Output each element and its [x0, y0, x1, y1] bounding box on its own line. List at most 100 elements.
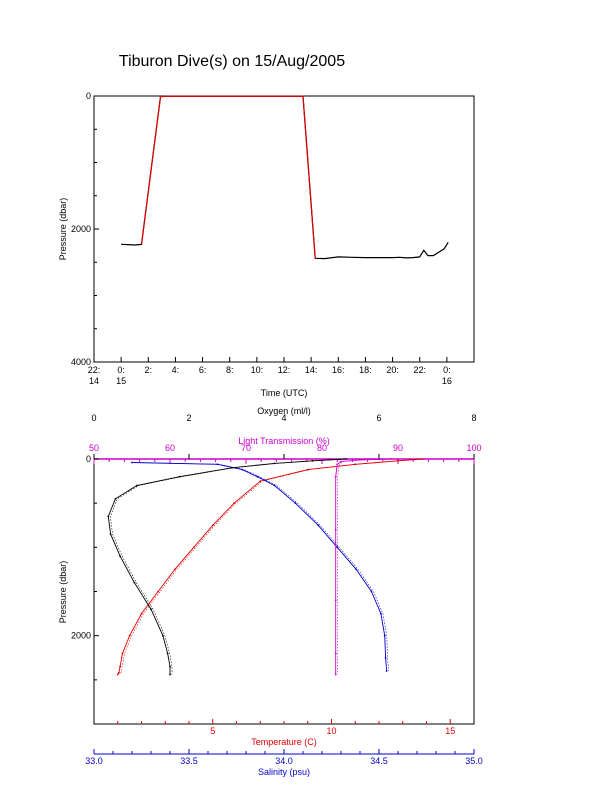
- temperature-profile-point: [420, 458, 423, 460]
- temperature-profile-point: [173, 568, 176, 571]
- oxygen-profile-point: [178, 475, 181, 478]
- temperature-profile-point: [259, 480, 262, 482]
- transmission-profile-line-upcast: [337, 458, 393, 675]
- profile-plot-frame: [93, 458, 475, 725]
- oxygen-profile-point: [135, 484, 138, 487]
- salinity-profile-point: [370, 590, 373, 593]
- profile-series-group: [107, 458, 424, 676]
- temperature-profile-point: [192, 546, 195, 549]
- temperature-profile-point: [157, 590, 160, 593]
- salinity-tick-label: 33.5: [180, 756, 198, 766]
- dive-series-line-1: [140, 95, 316, 259]
- temperature-profile-point: [354, 463, 357, 466]
- salinity-profile-line: [131, 462, 388, 672]
- profile-chart: 0 2 4 6 8 50 60 70 80 90 100 5 10 15 33.0 33.5 34.0 34.5 3…: [58, 406, 483, 777]
- profile-y-axis: 0 2000: [71, 454, 99, 681]
- transmission-tick-label: 80: [317, 443, 327, 453]
- oxygen-profile-point: [150, 608, 152, 611]
- temperature-profile-point: [233, 502, 236, 505]
- transmission-axis-label: Light Transmission (%): [238, 436, 330, 446]
- salinity-axis-label: Salinity (psu): [258, 767, 310, 777]
- profile-axes: 0 2 4 6 8 50 60 70 80 90 100 5 10 15 33.0 33.5 34.0 34.5 3…: [85, 413, 483, 766]
- temperature-tick-label: 5: [210, 726, 215, 736]
- dive-x-tick-label: 6:: [199, 365, 207, 375]
- transmission-profile-point: [389, 458, 392, 460]
- dive-y-axis: 0 2000 4000: [71, 91, 99, 367]
- dive-x-tick-label: 22:: [88, 365, 101, 375]
- temperature-profile-point: [211, 524, 214, 527]
- oxygen-axis-label: Oxygen (ml/l): [257, 406, 311, 416]
- dive-x-tick-label: 18:: [359, 365, 372, 375]
- temperature-profile-point: [121, 652, 124, 655]
- transmission-profile-point: [334, 528, 337, 531]
- dive-x-tick-label: 16:: [332, 365, 345, 375]
- dive-x-tick-sublabel: 14: [89, 376, 99, 386]
- salinity-profile-point: [355, 568, 358, 571]
- oxygen-profile-point: [166, 652, 169, 655]
- oxygen-profile-point: [230, 466, 233, 469]
- dive-x-tick-sublabel: 16: [442, 376, 452, 386]
- transmission-profile-point: [334, 673, 337, 676]
- chart-title: Tiburon Dive(s) on 15/Aug/2005: [119, 53, 345, 70]
- salinity-profile-point: [216, 463, 219, 466]
- salinity-profile-point: [383, 634, 386, 637]
- temperature-tick-label: 10: [326, 726, 336, 736]
- temperature-profile-point: [128, 634, 131, 637]
- dive-x-tick-label: 10:: [251, 365, 264, 375]
- salinity-profile-point: [131, 461, 133, 464]
- oxygen-profile-point: [107, 515, 110, 518]
- transmission-profile-line: [335, 458, 391, 675]
- salinity-tick-label: 34.5: [370, 756, 388, 766]
- transmission-tick-label: 60: [165, 443, 175, 453]
- dive-y-tick-label: 4000: [71, 357, 91, 367]
- oxygen-profile-point: [273, 462, 276, 465]
- transmission-tick-label: 70: [241, 443, 251, 453]
- oxygen-tick-label: 6: [376, 413, 381, 423]
- dive-plot-frame: [93, 95, 475, 363]
- transmission-profile-point: [340, 460, 342, 463]
- profile-y-tick-label: 0: [86, 454, 91, 464]
- oxygen-profile-point: [133, 581, 136, 584]
- transmission-tick-label: 50: [89, 443, 99, 453]
- dive-x-axis-label: Time (UTC): [261, 388, 308, 398]
- salinity-profile-point: [241, 468, 244, 471]
- salinity-profile-point: [384, 656, 387, 659]
- oxygen-profile-point: [169, 673, 171, 676]
- salinity-profile-point: [336, 546, 339, 549]
- temperature-profile-point: [397, 459, 399, 462]
- transmission-profile-point: [336, 463, 339, 466]
- oxygen-profile-line-upcast: [109, 458, 348, 675]
- salinity-profile-line-upcast: [133, 462, 389, 672]
- oxygen-tick-label: 2: [186, 413, 191, 423]
- dive-x-tick-label: 4:: [172, 365, 180, 375]
- dive-x-tick-label: 14:: [305, 365, 318, 375]
- oxygen-profile-point: [109, 533, 112, 535]
- dive-series-line-0: [121, 95, 449, 260]
- temperature-profile-line: [117, 458, 422, 675]
- dive-x-tick-sublabel: 15: [116, 376, 126, 386]
- dive-y-tick-label: 0: [86, 91, 91, 101]
- dive-x-tick-label: 0:: [117, 365, 125, 375]
- dive-series-group: [121, 95, 449, 260]
- temperature-profile-line-upcast: [119, 458, 424, 675]
- dive-x-tick-label: 12:: [278, 365, 291, 375]
- temperature-profile-point: [116, 673, 119, 676]
- dive-y-axis-label: Pressure (dbar): [58, 198, 68, 261]
- oxygen-profile-point: [311, 459, 314, 462]
- oxygen-tick-label: 4: [281, 413, 286, 423]
- dive-y-tick-label: 2000: [71, 224, 91, 234]
- dive-x-axis: 22: 0: 2: 4: 6: 8: 10: 12: 14: 16: 18: 20: 22: 0: 14 15…: [88, 357, 452, 386]
- salinity-tick-label: 33.0: [85, 756, 103, 766]
- salinity-profile-point: [256, 475, 259, 478]
- oxygen-profile-point: [344, 458, 347, 460]
- salinity-tick-label: 35.0: [465, 756, 483, 766]
- oxygen-profile-point: [169, 665, 171, 668]
- oxygen-profile-point: [119, 555, 121, 558]
- dive-x-tick-label: 2:: [145, 365, 153, 375]
- salinity-profile-point: [317, 524, 320, 527]
- dive-x-tick-label: 8:: [226, 365, 234, 375]
- salinity-tick-label: 34.0: [275, 756, 293, 766]
- transmission-profile-point: [359, 459, 361, 461]
- oxygen-tick-label: 0: [91, 413, 96, 423]
